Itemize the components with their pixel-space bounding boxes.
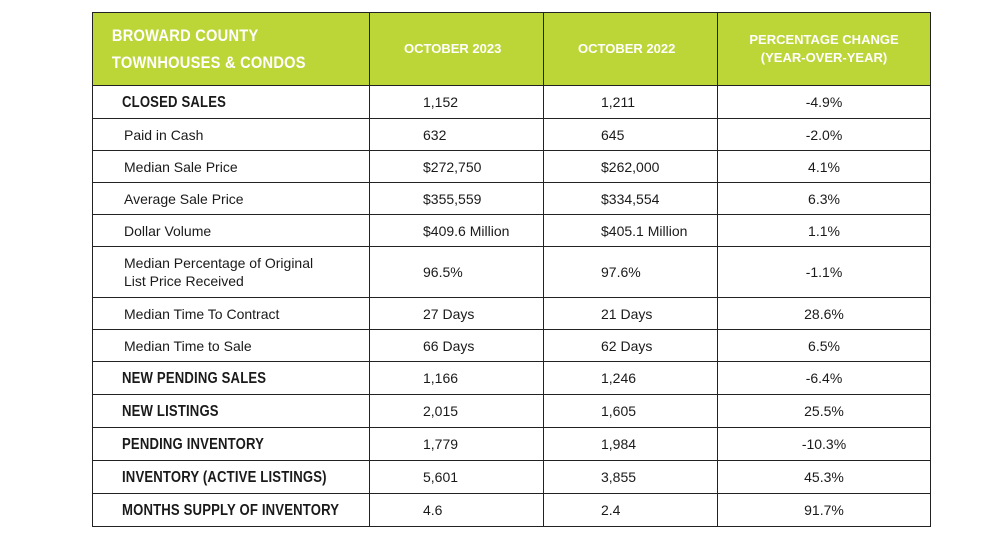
row-label: NEW PENDING SALES (92, 361, 370, 395)
cell-2022: 1,605 (543, 394, 718, 428)
column-header-change: PERCENTAGE CHANGE (YEAR-OVER-YEAR) (717, 12, 931, 86)
row-label-line-1: Median Percentage of Original (124, 255, 314, 271)
cell-2022: $262,000 (543, 150, 718, 183)
table-title: BROWARD COUNTY TOWNHOUSES & CONDOS (93, 22, 330, 76)
cell-change: 6.5% (717, 329, 931, 362)
cell-2023: 4.6 (369, 493, 544, 527)
cell-2023: $355,559 (369, 182, 544, 215)
row-label: Paid in Cash (92, 118, 370, 151)
row-label: Median Time to Sale (92, 329, 370, 362)
cell-change: 91.7% (717, 493, 931, 527)
cell-change: 25.5% (717, 394, 931, 428)
table-row-pending-inventory: PENDING INVENTORY 1,779 1,984 -10.3% (92, 427, 931, 461)
cell-2022: 3,855 (543, 460, 718, 494)
cell-2022: 21 Days (543, 297, 718, 330)
cell-2022: 1,984 (543, 427, 718, 461)
cell-2023: 5,601 (369, 460, 544, 494)
table-row-average-sale-price: Average Sale Price $355,559 $334,554 6.3… (92, 182, 931, 215)
table-row-median-time-to-sale: Median Time to Sale 66 Days 62 Days 6.5% (92, 329, 931, 362)
table-row-dollar-volume: Dollar Volume $409.6 Million $405.1 Mill… (92, 214, 931, 247)
row-label-line-2: List Price Received (124, 273, 244, 289)
cell-2022: $405.1 Million (543, 214, 718, 247)
table-row-months-supply: MONTHS SUPPLY OF INVENTORY 4.6 2.4 91.7% (92, 493, 931, 527)
row-label: Median Sale Price (92, 150, 370, 183)
cell-change: 4.1% (717, 150, 931, 183)
change-header-line-1: PERCENTAGE CHANGE (749, 32, 899, 47)
title-line-1: BROWARD COUNTY (111, 26, 259, 45)
row-label: CLOSED SALES (92, 85, 370, 119)
cell-2022: 1,211 (543, 85, 718, 119)
cell-change: 45.3% (717, 460, 931, 494)
cell-change: -10.3% (717, 427, 931, 461)
cell-2023: 2,015 (369, 394, 544, 428)
cell-2022: 1,246 (543, 361, 718, 395)
row-label: Median Time To Contract (92, 297, 370, 330)
cell-2022: 2.4 (543, 493, 718, 527)
cell-change: -1.1% (717, 246, 931, 298)
row-label: Average Sale Price (92, 182, 370, 215)
column-header-2022: OCTOBER 2022 (543, 12, 718, 86)
table-row-closed-sales: CLOSED SALES 1,152 1,211 -4.9% (92, 85, 931, 119)
row-label: MONTHS SUPPLY OF INVENTORY (92, 493, 370, 527)
cell-2023: 66 Days (369, 329, 544, 362)
cell-change: -6.4% (717, 361, 931, 395)
cell-2023: 1,779 (369, 427, 544, 461)
cell-2023: 632 (369, 118, 544, 151)
market-stats-table: BROWARD COUNTY TOWNHOUSES & CONDOS OCTOB… (92, 12, 931, 527)
cell-change: 1.1% (717, 214, 931, 247)
cell-2023: 1,152 (369, 85, 544, 119)
table-title-cell: BROWARD COUNTY TOWNHOUSES & CONDOS (92, 12, 370, 86)
cell-2022: 97.6% (543, 246, 718, 298)
row-label: Dollar Volume (92, 214, 370, 247)
column-header-2023: OCTOBER 2023 (369, 12, 544, 86)
row-label: INVENTORY (ACTIVE LISTINGS) (92, 460, 370, 494)
title-line-2: TOWNHOUSES & CONDOS (111, 53, 306, 72)
change-header-line-2: (YEAR-OVER-YEAR) (760, 50, 888, 65)
header-row: BROWARD COUNTY TOWNHOUSES & CONDOS OCTOB… (92, 12, 931, 86)
cell-change: 6.3% (717, 182, 931, 215)
cell-2022: 62 Days (543, 329, 718, 362)
row-label: NEW LISTINGS (92, 394, 370, 428)
cell-2022: $334,554 (543, 182, 718, 215)
table-row-new-listings: NEW LISTINGS 2,015 1,605 25.5% (92, 394, 931, 428)
cell-change: -2.0% (717, 118, 931, 151)
table-row-median-pct-original-list: Median Percentage of Original List Price… (92, 246, 931, 298)
table-row-median-sale-price: Median Sale Price $272,750 $262,000 4.1% (92, 150, 931, 183)
table-row-inventory-active-listings: INVENTORY (ACTIVE LISTINGS) 5,601 3,855 … (92, 460, 931, 494)
row-label: Median Percentage of Original List Price… (92, 246, 370, 298)
cell-2022: 645 (543, 118, 718, 151)
row-label: PENDING INVENTORY (92, 427, 370, 461)
cell-2023: 27 Days (369, 297, 544, 330)
cell-2023: 1,166 (369, 361, 544, 395)
cell-2023: 96.5% (369, 246, 544, 298)
table-row-paid-in-cash: Paid in Cash 632 645 -2.0% (92, 118, 931, 151)
cell-2023: $409.6 Million (369, 214, 544, 247)
table-row-new-pending-sales: NEW PENDING SALES 1,166 1,246 -6.4% (92, 361, 931, 395)
table-row-median-time-to-contract: Median Time To Contract 27 Days 21 Days … (92, 297, 931, 330)
cell-change: -4.9% (717, 85, 931, 119)
cell-2023: $272,750 (369, 150, 544, 183)
cell-change: 28.6% (717, 297, 931, 330)
